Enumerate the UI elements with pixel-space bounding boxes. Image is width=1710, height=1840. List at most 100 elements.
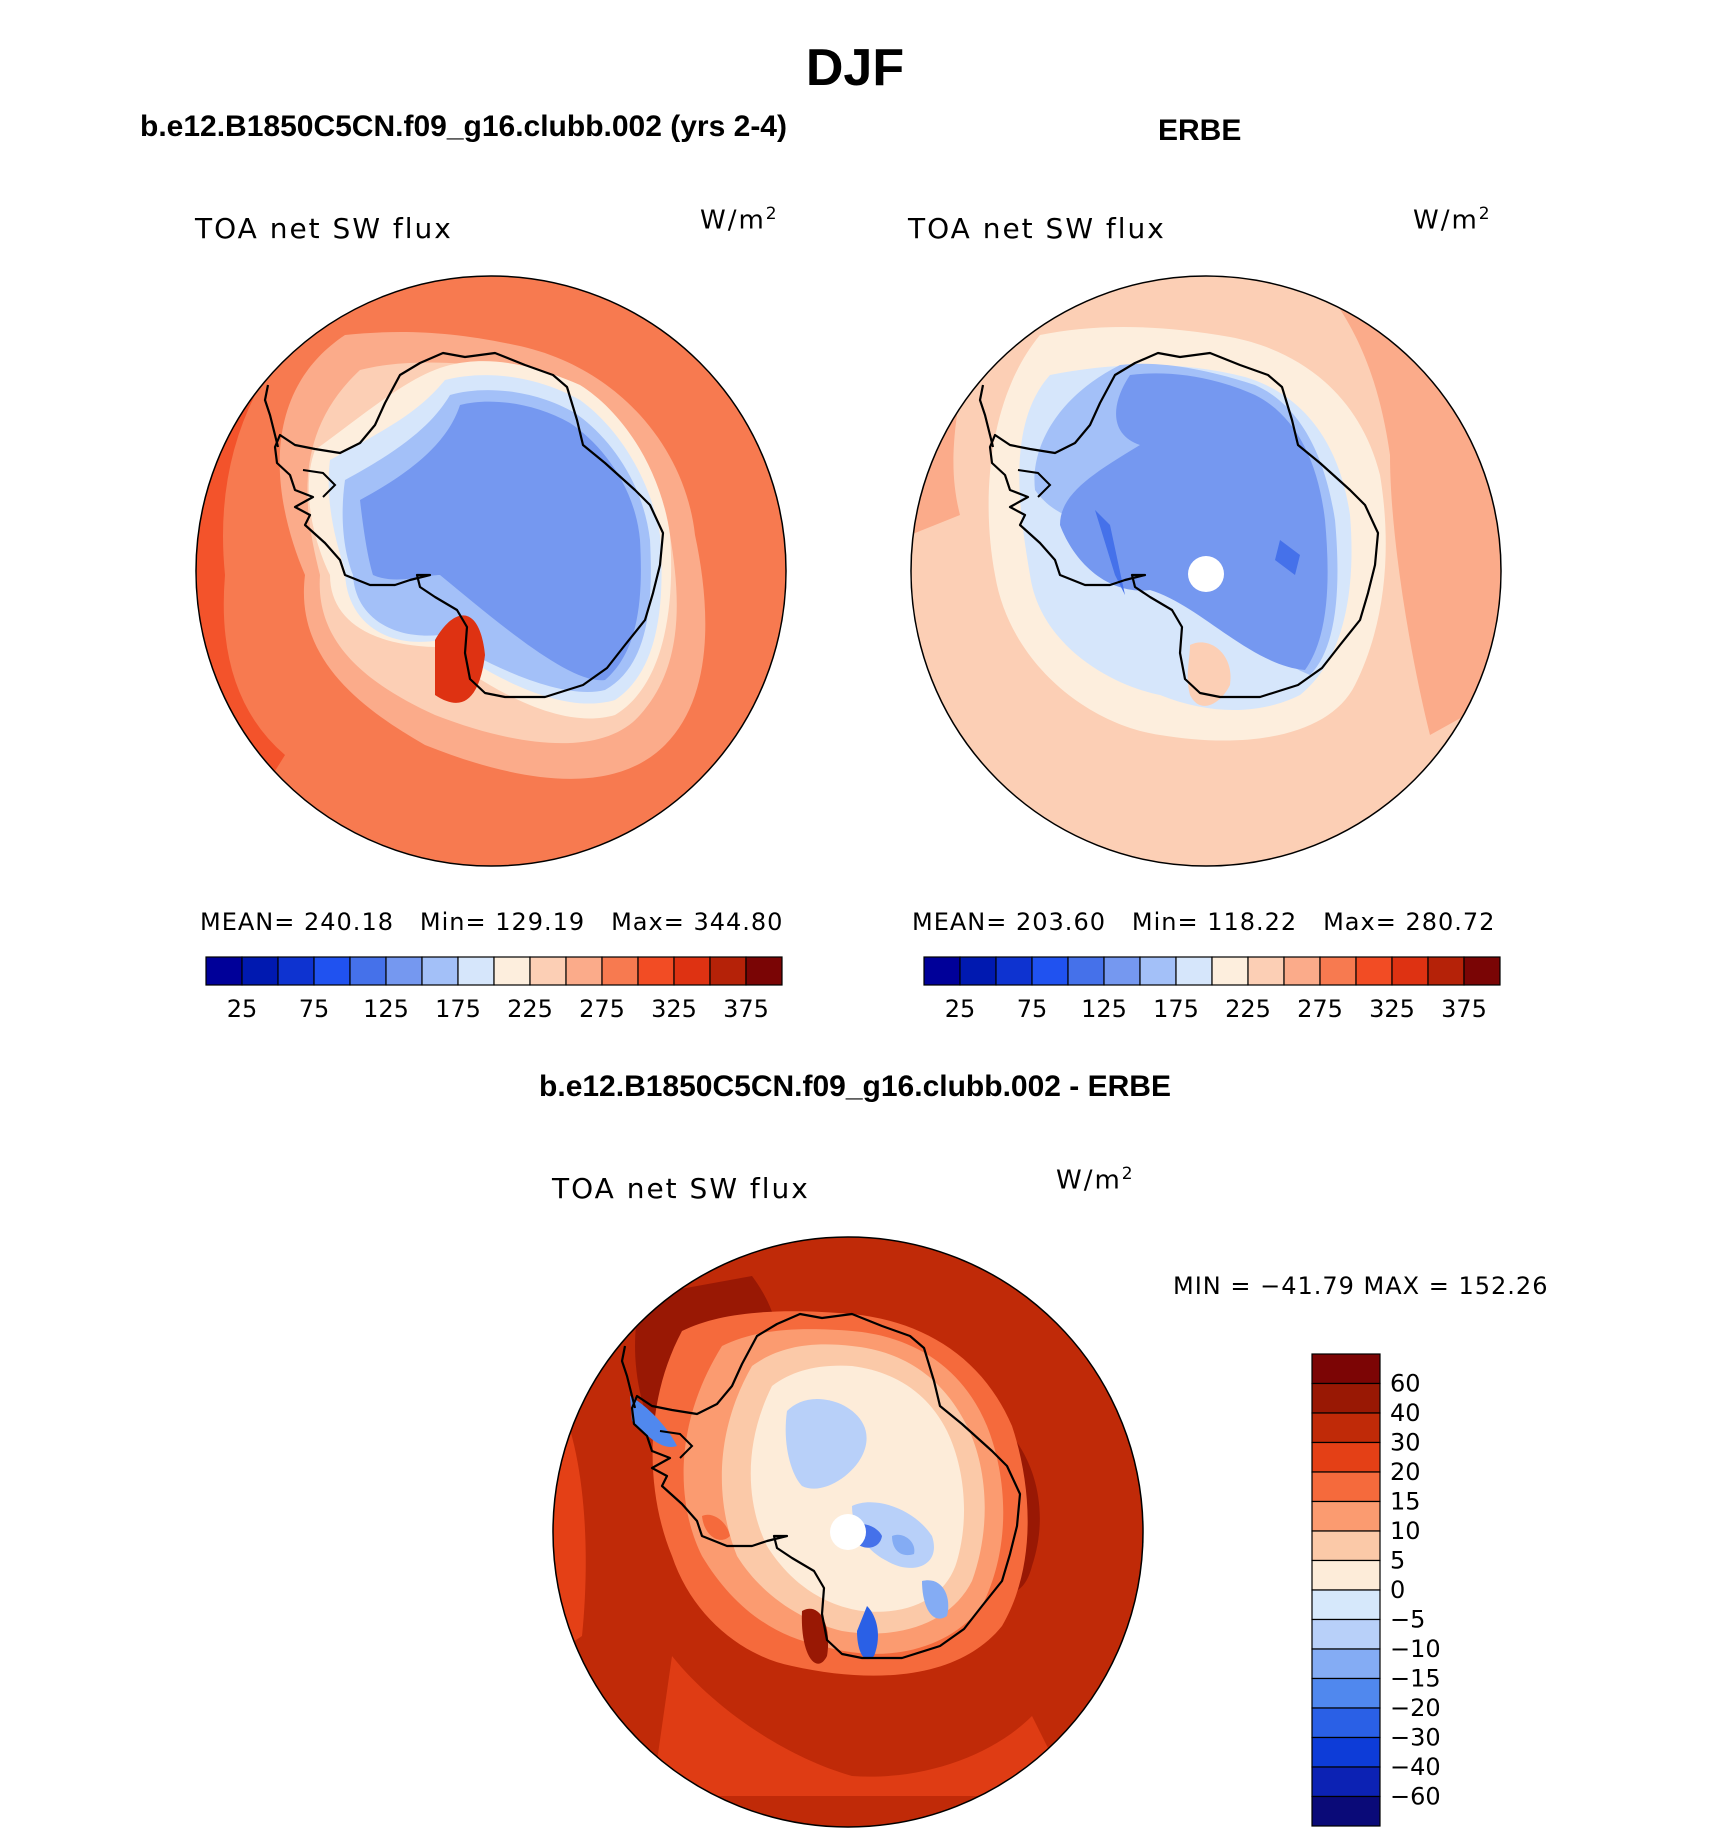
colorbar-model-swatch [673,956,711,986]
mean-label-model: MEAN= [200,908,296,936]
variable-label-diff: TOA net SW flux [552,1172,810,1205]
colorbar-diff-tick-label: 5 [1390,1547,1405,1575]
colorbar-obs-swatch [1247,956,1285,986]
colorbar-diff-tick-label: −60 [1390,1783,1441,1811]
min-label-model: Min= [419,908,487,936]
colorbar-diff-swatch [1311,1648,1381,1680]
colorbar-diff-swatch [1311,1707,1381,1739]
minmax-diff: MIN = −41.79 MAX = 152.26 [1173,1272,1549,1300]
colorbar-model-swatch [277,956,315,986]
colorbar-model-swatch [709,956,747,986]
colorbar-obs-swatch [1139,956,1177,986]
colorbar-obs-swatch [1391,956,1429,986]
colorbar-model-swatch [601,956,639,986]
colorbar-diff-tick-label: −20 [1390,1694,1441,1722]
colorbar-obs: 25 75 125 175 225 275 325 375 [923,956,1501,1023]
colorbar-obs-tick-label: 125 [1081,995,1127,1023]
colorbar-model-swatch [529,956,567,986]
field-diff [553,1237,1143,1827]
colorbar-model-swatch [349,956,387,986]
colorbar-obs-swatch [1427,956,1465,986]
colorbar-model-swatch [205,956,243,986]
colorbar-model-swatch [457,956,495,986]
colorbar-model-tick-label: 175 [435,995,481,1023]
map-diff [552,1236,1144,1828]
main-title: DJF [805,39,905,97]
colorbar-obs-tick-label: 75 [1017,995,1048,1023]
variable-label-model: TOA net SW flux [195,212,453,245]
colorbar-diff-tick-label: 60 [1390,1370,1421,1398]
colorbar-model-swatch [637,956,675,986]
colorbar-diff-tick-label: 10 [1390,1517,1421,1545]
mean-value-model: 240.18 [304,908,394,936]
colorbar-model-tick-label: 375 [723,995,769,1023]
colorbar-diff-swatch [1311,1736,1381,1768]
max-label-obs: Max= [1323,908,1397,936]
colorbar-model-swatch [421,956,459,986]
units-label-obs: W/m2 [1413,204,1492,236]
panel-title-model: b.e12.B1850C5CN.f09_g16.clubb.002 (yrs 2… [140,110,787,143]
units-label-model: W/m2 [700,204,779,236]
mean-value-obs: 203.60 [1016,908,1106,936]
colorbar-model-tick-label: 75 [299,995,330,1023]
colorbar-model-swatch [565,956,603,986]
colorbar-model-swatch [241,956,279,986]
panel-title-obs: ERBE [1158,114,1242,147]
colorbar-diff-swatch [1311,1471,1381,1503]
field-model [196,276,786,866]
colorbar-model-tick-label: 275 [579,995,625,1023]
colorbar-diff-swatch [1311,1677,1381,1709]
colorbar-diff-swatch [1311,1353,1381,1385]
colorbar-obs-tick-label: 225 [1225,995,1271,1023]
colorbar-diff-tick-label: 20 [1390,1458,1421,1486]
colorbar-model: 25 75 125 175 225 275 325 375 [205,956,783,1023]
colorbar-model-swatch [385,956,423,986]
colorbar-diff-swatch [1311,1559,1381,1591]
colorbar-obs-swatch [1211,956,1249,986]
colorbar-diff-tick-label: 0 [1390,1576,1405,1604]
colorbar-obs-tick-label: 325 [1369,995,1415,1023]
colorbar-obs-swatch [1355,956,1393,986]
colorbar-diff-tick-label: 40 [1390,1399,1421,1427]
min-value-obs: 118.22 [1207,908,1298,936]
colorbar-diff-swatch [1311,1441,1381,1473]
colorbar-diff-tick-label: 15 [1390,1488,1421,1516]
colorbar-obs-tick-label: 25 [945,995,976,1023]
colorbar-obs-swatch [923,956,961,986]
colorbar-obs-swatch [1031,956,1069,986]
colorbar-model-tick-label: 325 [651,995,697,1023]
min-value-model: 129.19 [495,908,586,936]
colorbar-diff-tick-label: −15 [1390,1665,1441,1693]
colorbar-diff-swatch [1311,1795,1381,1827]
stats-obs: MEAN= 203.60 Min= 118.22 Max= 280.72 [912,908,1495,936]
colorbar-diff-swatch [1311,1618,1381,1650]
colorbar-diff-swatch [1311,1500,1381,1532]
colorbar-diff-tick-label: 30 [1390,1429,1421,1457]
colorbar-model-swatch [745,956,783,986]
colorbar-diff-tick-label: −40 [1390,1753,1441,1781]
colorbar-obs-tick-label: 275 [1297,995,1343,1023]
colorbar-diff-swatch [1311,1530,1381,1562]
min-label-obs: Min= [1131,908,1199,936]
colorbar-diff-swatch [1311,1589,1381,1621]
panel-title-diff: b.e12.B1850C5CN.f09_g16.clubb.002 - ERBE [539,1070,1171,1103]
colorbar-model-tick-label: 125 [363,995,409,1023]
colorbar-obs-swatch [1319,956,1357,986]
colorbar-obs-tick-label: 375 [1441,995,1487,1023]
colorbar-obs-swatch [959,956,997,986]
colorbar-diff-tick-label: −10 [1390,1635,1441,1663]
max-value-model: 344.80 [693,908,784,936]
max-value-obs: 280.72 [1405,908,1496,936]
colorbar-diff-tick-label: −30 [1390,1724,1441,1752]
map-obs [910,275,1502,867]
colorbar-model-tick-label: 25 [227,995,258,1023]
colorbar-diff-swatch [1311,1766,1381,1798]
colorbar-diff-swatch [1311,1382,1381,1414]
stats-model: MEAN= 240.18 Min= 129.19 Max= 344.80 [200,908,783,936]
colorbar-obs-swatch [1067,956,1105,986]
colorbar-obs-tick-label: 175 [1153,995,1199,1023]
colorbar-obs-swatch [1283,956,1321,986]
colorbar-model-swatch [313,956,351,986]
field-obs [911,276,1501,866]
